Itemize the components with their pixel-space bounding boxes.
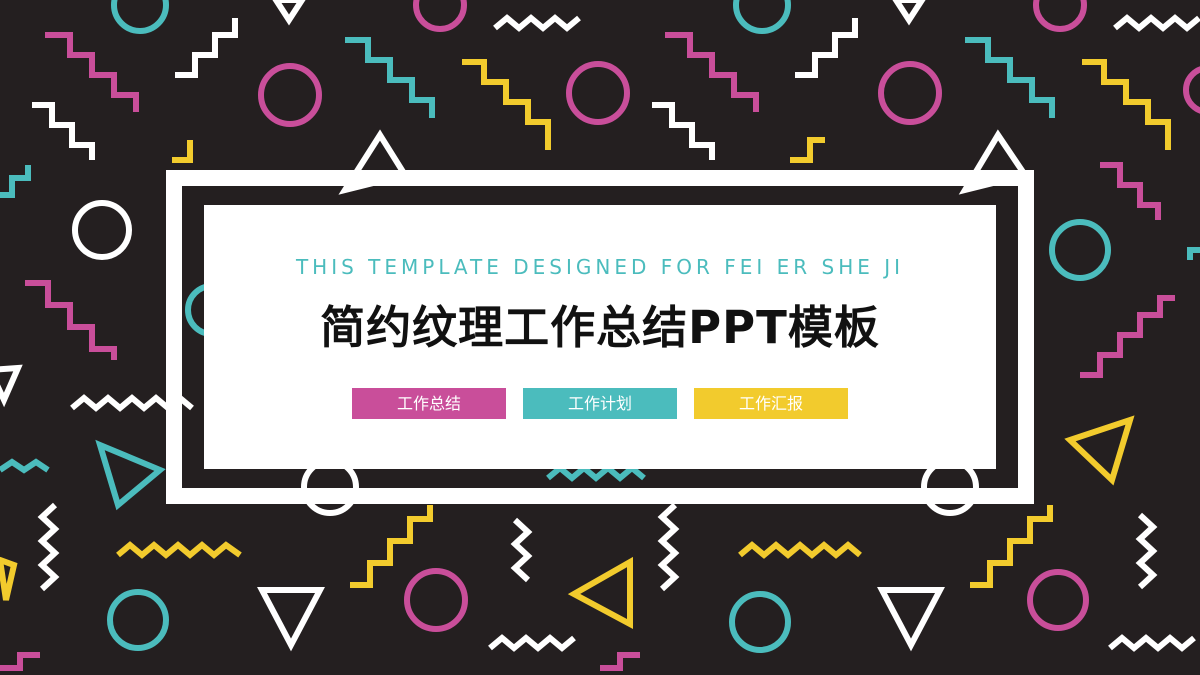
staircase-shape xyxy=(1187,247,1200,260)
circle-shape xyxy=(404,568,468,632)
triangle-shape xyxy=(877,587,945,652)
title-card: THIS TEMPLATE DESIGNED FOR FEI ER SHE JI… xyxy=(204,205,996,469)
circle-shape xyxy=(1183,66,1200,114)
zigzag-shape xyxy=(1135,512,1158,590)
triangle-shape xyxy=(1064,415,1135,486)
circle-shape xyxy=(72,200,132,260)
zigzag-shape xyxy=(738,541,862,559)
tag-work-report[interactable]: 工作汇报 xyxy=(694,388,848,419)
subtitle-text: THIS TEMPLATE DESIGNED FOR FEI ER SHE JI xyxy=(295,255,905,279)
staircase-shape xyxy=(1100,162,1161,220)
staircase-shape xyxy=(0,165,31,198)
zigzag-shape xyxy=(37,502,60,592)
circle-shape xyxy=(107,589,169,651)
staircase-shape xyxy=(25,280,117,360)
circle-shape xyxy=(733,0,791,34)
circle-shape xyxy=(878,61,942,125)
triangle-shape xyxy=(257,587,325,652)
circle-shape xyxy=(1027,569,1089,631)
staircase-shape xyxy=(652,102,715,160)
staircase-shape xyxy=(350,505,433,588)
circle-shape xyxy=(111,0,169,34)
staircase-shape xyxy=(665,32,759,112)
circle-shape xyxy=(1033,0,1087,32)
tag-work-summary[interactable]: 工作总结 xyxy=(352,388,506,419)
triangle-shape xyxy=(95,439,166,511)
zigzag-shape xyxy=(546,464,646,482)
zigzag-shape xyxy=(488,634,576,652)
staircase-shape xyxy=(462,59,551,150)
staircase-shape xyxy=(790,137,825,163)
zigzag-shape xyxy=(657,502,680,592)
circle-shape xyxy=(566,61,630,125)
triangle-shape xyxy=(0,364,23,408)
white-frame-border xyxy=(166,170,1034,504)
staircase-shape xyxy=(345,37,435,118)
triangle-shape xyxy=(272,0,306,26)
triangle-shape xyxy=(892,0,926,26)
staircase-shape xyxy=(1080,295,1175,378)
zigzag-shape xyxy=(1113,14,1200,32)
triangle-shape xyxy=(567,556,633,630)
main-title: 简约纹理工作总结PPT模板 xyxy=(320,301,880,354)
staircase-shape xyxy=(0,652,40,671)
staircase-shape xyxy=(1082,59,1171,150)
staircase-shape xyxy=(45,32,139,112)
circle-shape xyxy=(258,63,322,127)
circle-shape xyxy=(729,591,791,653)
zigzag-shape xyxy=(0,458,50,474)
staircase-shape xyxy=(172,140,193,163)
staircase-shape xyxy=(965,37,1055,118)
zigzag-shape xyxy=(116,541,242,559)
staircase-shape xyxy=(175,18,238,78)
tag-row: 工作总结 工作计划 工作汇报 xyxy=(352,388,848,419)
staircase-shape xyxy=(970,505,1053,588)
tag-work-plan[interactable]: 工作计划 xyxy=(523,388,677,419)
zigzag-shape xyxy=(493,14,581,32)
zigzag-shape xyxy=(510,517,533,583)
circle-shape xyxy=(413,0,467,32)
staircase-shape xyxy=(32,102,95,160)
staircase-shape xyxy=(795,18,858,78)
triangle-shape xyxy=(0,556,18,601)
staircase-shape xyxy=(600,652,640,671)
zigzag-shape xyxy=(1108,634,1196,652)
circle-shape xyxy=(1049,219,1111,281)
